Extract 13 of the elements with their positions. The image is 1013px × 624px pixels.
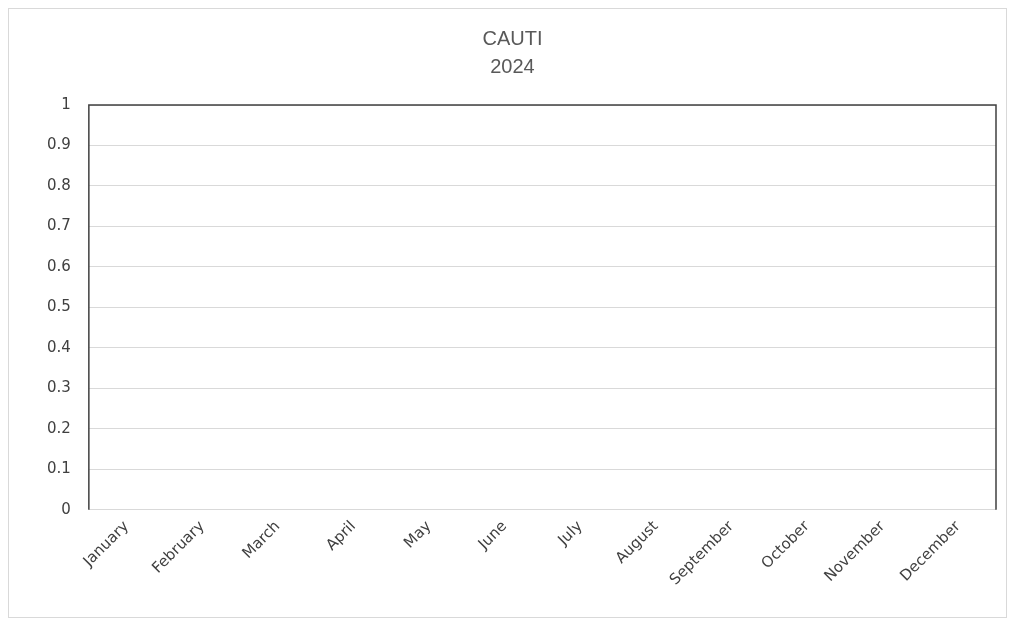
y-tick-label: 0.1 [47, 459, 71, 478]
y-tick-label: 0.8 [47, 175, 71, 194]
y-tick-label: 0.7 [47, 216, 71, 235]
chart-subtitle: 2024 [490, 54, 535, 77]
chart-title: CAUTI [482, 26, 543, 49]
y-tick-label: 0.9 [47, 135, 71, 154]
y-tick-label: 0.6 [47, 256, 71, 275]
y-tick-label: 1 [61, 94, 71, 113]
y-tick-label: 0.2 [47, 418, 71, 437]
y-tick-label: 0 [61, 499, 71, 518]
y-tick-label: 0.4 [47, 337, 71, 356]
y-tick-label: 0.5 [47, 297, 71, 316]
y-tick-label: 0.3 [47, 378, 71, 397]
